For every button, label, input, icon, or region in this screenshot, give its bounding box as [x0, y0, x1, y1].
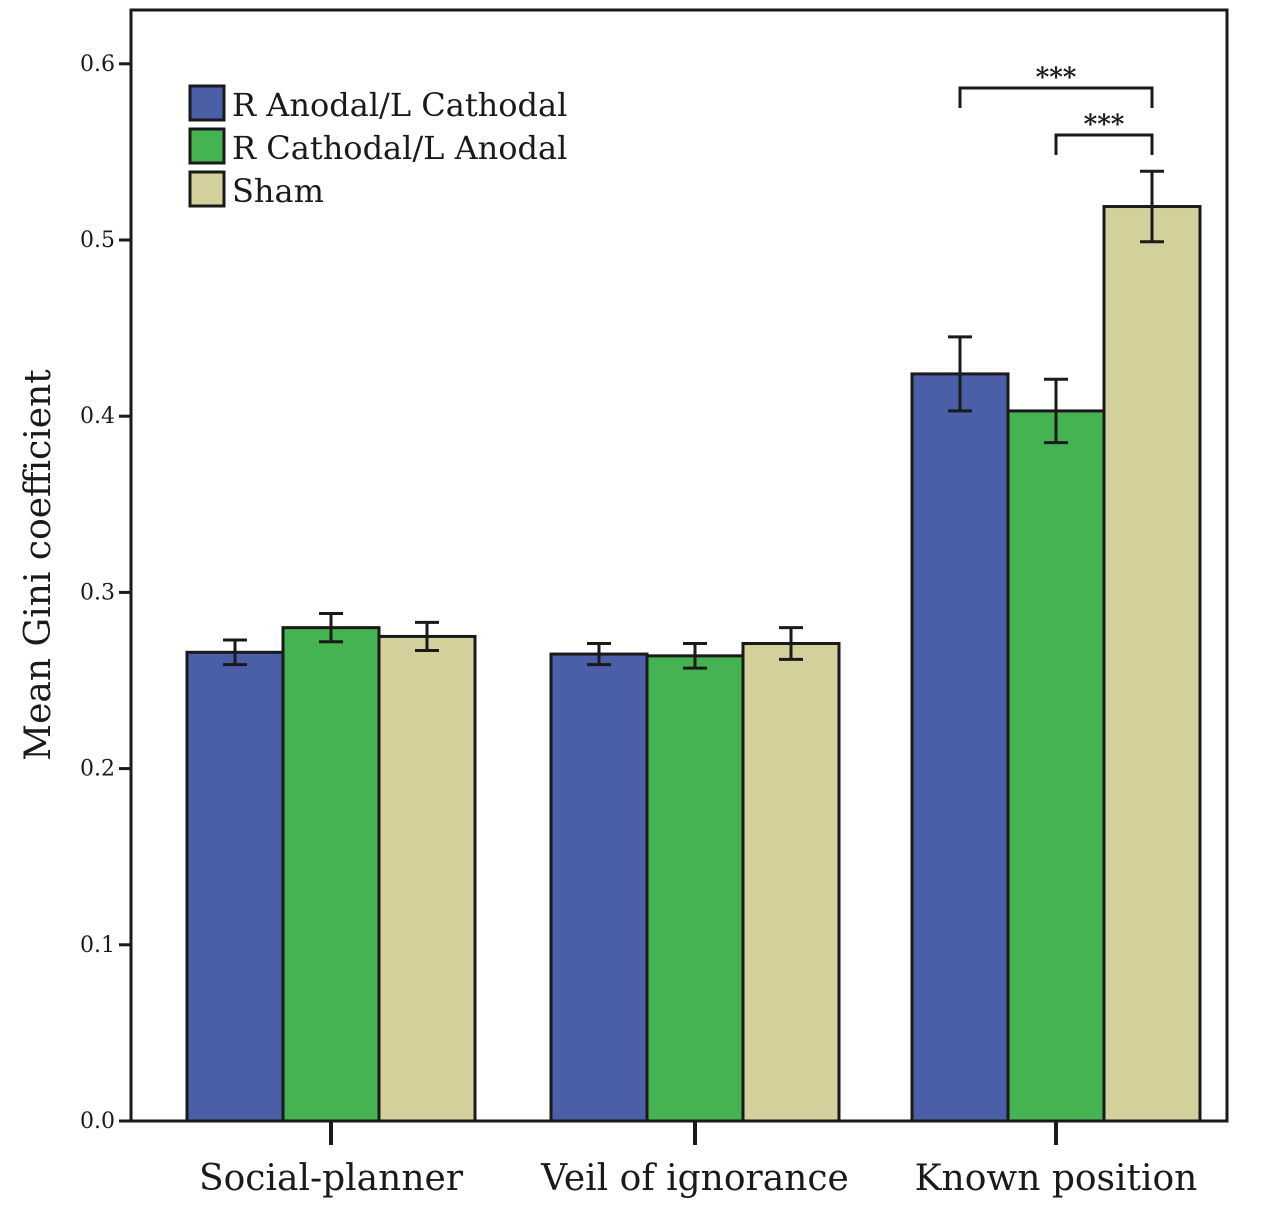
bar: [377, 634, 477, 1123]
legend: R Anodal/L Cathodal R Cathodal/L Anodal Sh…: [188, 84, 567, 210]
y-tick-label: 0.3: [80, 580, 115, 605]
significance-bracket: [1054, 133, 1154, 155]
bar: [1102, 205, 1202, 1123]
legend-label: R Anodal/L Cathodal: [232, 86, 567, 124]
x-tick-label: Known position: [915, 1158, 1198, 1199]
legend-swatch: [188, 170, 226, 208]
y-tick-label: 0.2: [80, 757, 115, 782]
y-tick-label: 0.1: [80, 933, 115, 958]
legend-label: R Cathodal/L Anodal: [232, 129, 567, 167]
bar: [645, 654, 745, 1123]
bar: [1006, 409, 1106, 1123]
y-tick-label: 0.0: [80, 1109, 115, 1134]
y-tick-label: 0.4: [80, 404, 115, 429]
significance-bracket: [958, 86, 1154, 108]
significance-label: ***: [1036, 63, 1077, 93]
significance-group: ******: [958, 63, 1154, 155]
bar: [910, 372, 1010, 1123]
bar: [281, 626, 381, 1123]
bar: [549, 652, 649, 1123]
x-tick-label: Social-planner: [199, 1158, 464, 1199]
y-tick-label: 0.6: [80, 52, 115, 77]
x-tick-label: Veil of ignorance: [540, 1158, 849, 1199]
bar: [185, 650, 285, 1123]
bar: [741, 641, 841, 1123]
significance-label: ***: [1084, 110, 1125, 140]
legend-swatch: [188, 127, 226, 165]
y-tick-label: 0.5: [80, 228, 115, 253]
y-axis: 0.0 0.1 0.2 0.3 0.4 0.5 0.6: [80, 52, 131, 1134]
legend-label: Sham: [232, 172, 324, 210]
x-axis: Social-planner Veil of ignorance Known pos…: [199, 1121, 1197, 1199]
y-axis-title: Mean Gini coefficient: [18, 369, 59, 761]
legend-swatch: [188, 84, 226, 122]
